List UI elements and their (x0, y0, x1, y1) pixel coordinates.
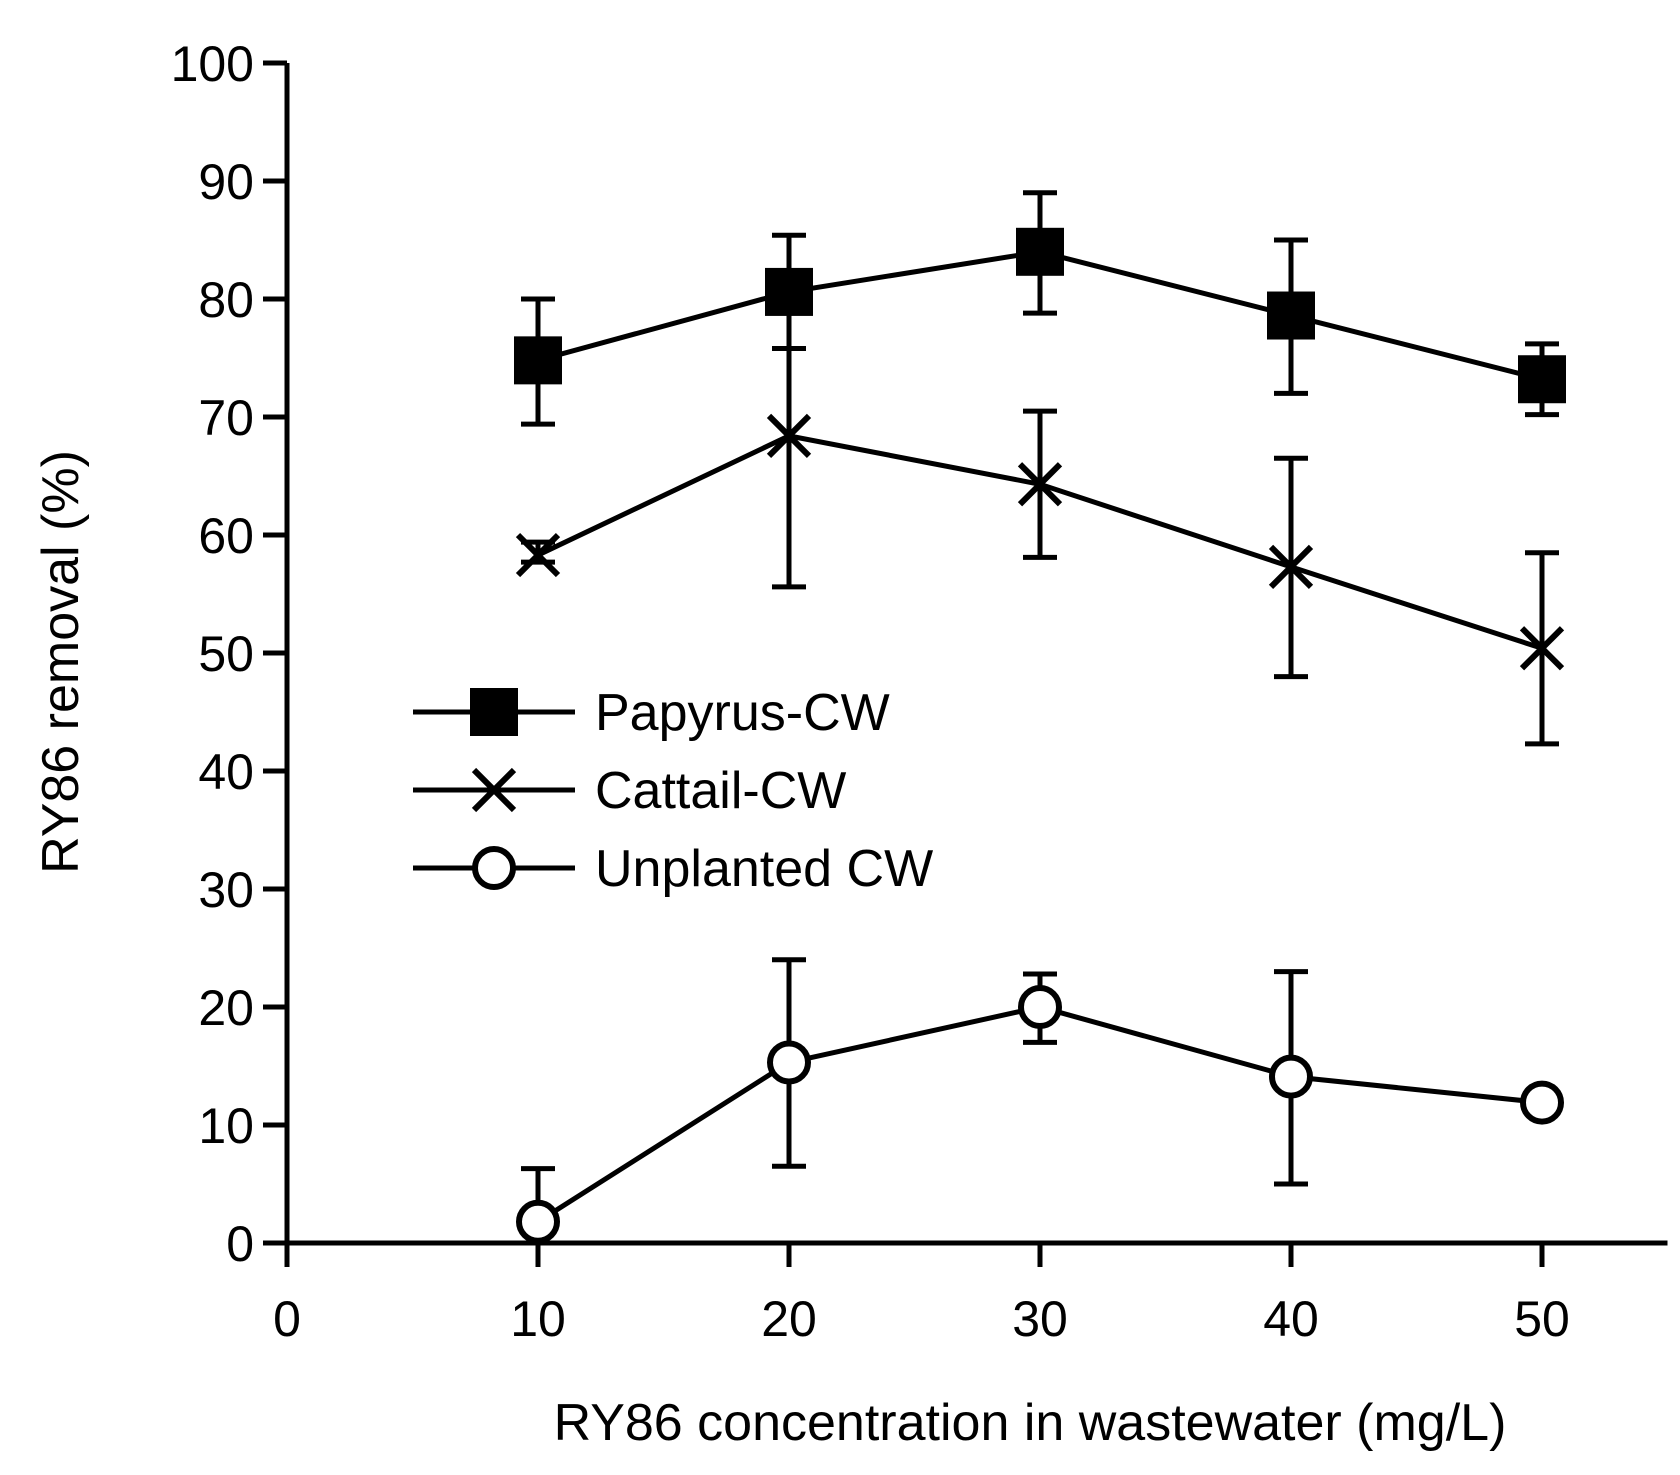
data-point (1518, 355, 1566, 404)
data-point (1018, 985, 1062, 1029)
legend-item-papyrus-cw: Papyrus-CW (413, 684, 890, 742)
y-tick-label: 40 (198, 744, 254, 800)
legend-label: Cattail-CW (595, 762, 846, 820)
y-tick-label: 20 (198, 980, 254, 1036)
data-point (1267, 291, 1315, 340)
data-point-stroke (766, 413, 812, 459)
legend-label: Unplanted CW (595, 840, 933, 898)
y-tick-label: 80 (198, 272, 254, 328)
x-tick-label: 50 (1514, 1291, 1570, 1347)
legend: Papyrus-CW Cattail-CW Unplanted CW (413, 684, 933, 898)
x-axis-ticks: 0 10 20 30 40 50 (273, 1243, 1570, 1347)
y-tick-label: 100 (171, 36, 254, 92)
legend-marker (472, 846, 516, 890)
y-tick-label: 0 (226, 1216, 254, 1272)
data-point (1520, 1080, 1564, 1125)
legend-item-cattail-cw: Cattail-CW (413, 762, 846, 820)
x-axis-title: RY86 concentration in wastewater (mg/L) (554, 1394, 1507, 1452)
data-point (514, 336, 562, 385)
x-tick-label: 30 (1012, 1291, 1068, 1347)
y-tick-label: 70 (198, 390, 254, 446)
series-papyrus-cw (514, 190, 1566, 427)
y-tick-label: 90 (198, 154, 254, 210)
y-tick-label: 50 (198, 626, 254, 682)
data-point (516, 1199, 560, 1244)
legend-marker-stroke (471, 767, 517, 813)
data-point (766, 413, 812, 459)
plot-series (514, 190, 1566, 1244)
data-point (1017, 462, 1063, 507)
error-bar (772, 346, 806, 590)
series-cattail-cw (515, 346, 1565, 747)
data-point (767, 1040, 811, 1085)
y-axis-title: RY86 removal (%) (32, 450, 90, 874)
data-point (1268, 544, 1314, 589)
data-point-stroke (515, 532, 561, 578)
y-tick-label: 10 (198, 1098, 254, 1154)
data-point (1016, 227, 1064, 276)
x-tick-label: 10 (510, 1291, 566, 1347)
data-point (1269, 1054, 1313, 1099)
axes: 0 10 20 30 40 50 60 70 80 90 100 0 10 20 30 40 50 (171, 36, 1668, 1347)
legend-label: Papyrus-CW (595, 684, 890, 742)
data-point-stroke (1268, 544, 1314, 589)
x-tick-label: 0 (273, 1291, 301, 1347)
data-point-stroke (1017, 462, 1063, 507)
series-unplanted-cw (516, 957, 1564, 1244)
data-point-stroke (1519, 626, 1565, 671)
data-point (765, 267, 813, 316)
x-tick-label: 20 (761, 1291, 817, 1347)
legend-marker (471, 767, 517, 813)
data-point (1519, 626, 1565, 671)
legend-marker (470, 688, 518, 736)
data-point (515, 532, 561, 578)
y-axis-ticks: 0 10 20 30 40 50 60 70 80 90 100 (171, 36, 287, 1272)
y-tick-label: 30 (198, 862, 254, 918)
x-tick-label: 40 (1263, 1291, 1319, 1347)
legend-item-unplanted-cw: Unplanted CW (413, 840, 933, 898)
y-tick-label: 60 (198, 508, 254, 564)
